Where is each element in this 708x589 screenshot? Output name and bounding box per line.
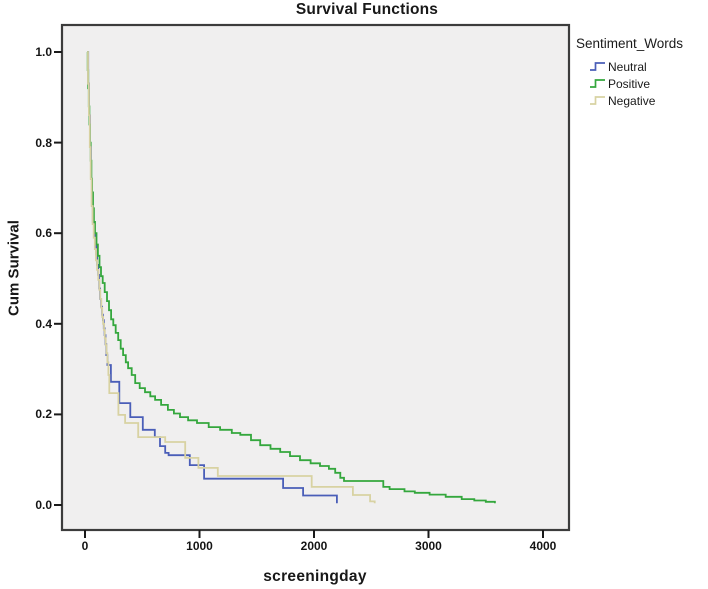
y-axis-title: Cum Survival — [5, 220, 23, 316]
legend-entry-negative: Negative — [576, 92, 708, 109]
x-tick-label: 1000 — [186, 539, 213, 553]
y-tick-label: 1.0 — [35, 45, 52, 59]
survival-curve-positive — [86, 51, 496, 504]
legend-label: Neutral — [608, 59, 647, 74]
y-tick-label: 0.2 — [35, 407, 52, 422]
step-line-swatch-icon — [590, 62, 605, 71]
x-tick-label: 4000 — [529, 539, 557, 553]
y-tick-label: 0.0 — [35, 498, 52, 512]
y-tick-label: 0.6 — [35, 226, 52, 241]
x-tick-label: 3000 — [415, 539, 442, 553]
legend: Sentiment_Words Neutral Positive Negativ… — [576, 36, 708, 109]
legend-label: Positive — [608, 76, 651, 91]
legend-entry-positive: Positive — [576, 75, 708, 92]
y-tick-label: 0.4 — [35, 316, 52, 331]
x-tick-label: 0 — [81, 539, 89, 553]
y-tick-label: 0.8 — [35, 135, 52, 150]
x-tick-label: 2000 — [300, 539, 328, 553]
legend-label: Negative — [608, 93, 656, 108]
x-axis-title: screeningday — [263, 568, 367, 585]
step-line-swatch-icon — [590, 79, 605, 88]
legend-title: Sentiment_Words — [576, 36, 684, 51]
step-line-swatch-icon — [590, 96, 605, 105]
legend-entry-neutral: Neutral — [576, 58, 708, 75]
plot-frame — [60, 23, 571, 532]
survival-curve-negative — [87, 51, 376, 504]
chart-title: Survival Functions — [295, 1, 439, 18]
